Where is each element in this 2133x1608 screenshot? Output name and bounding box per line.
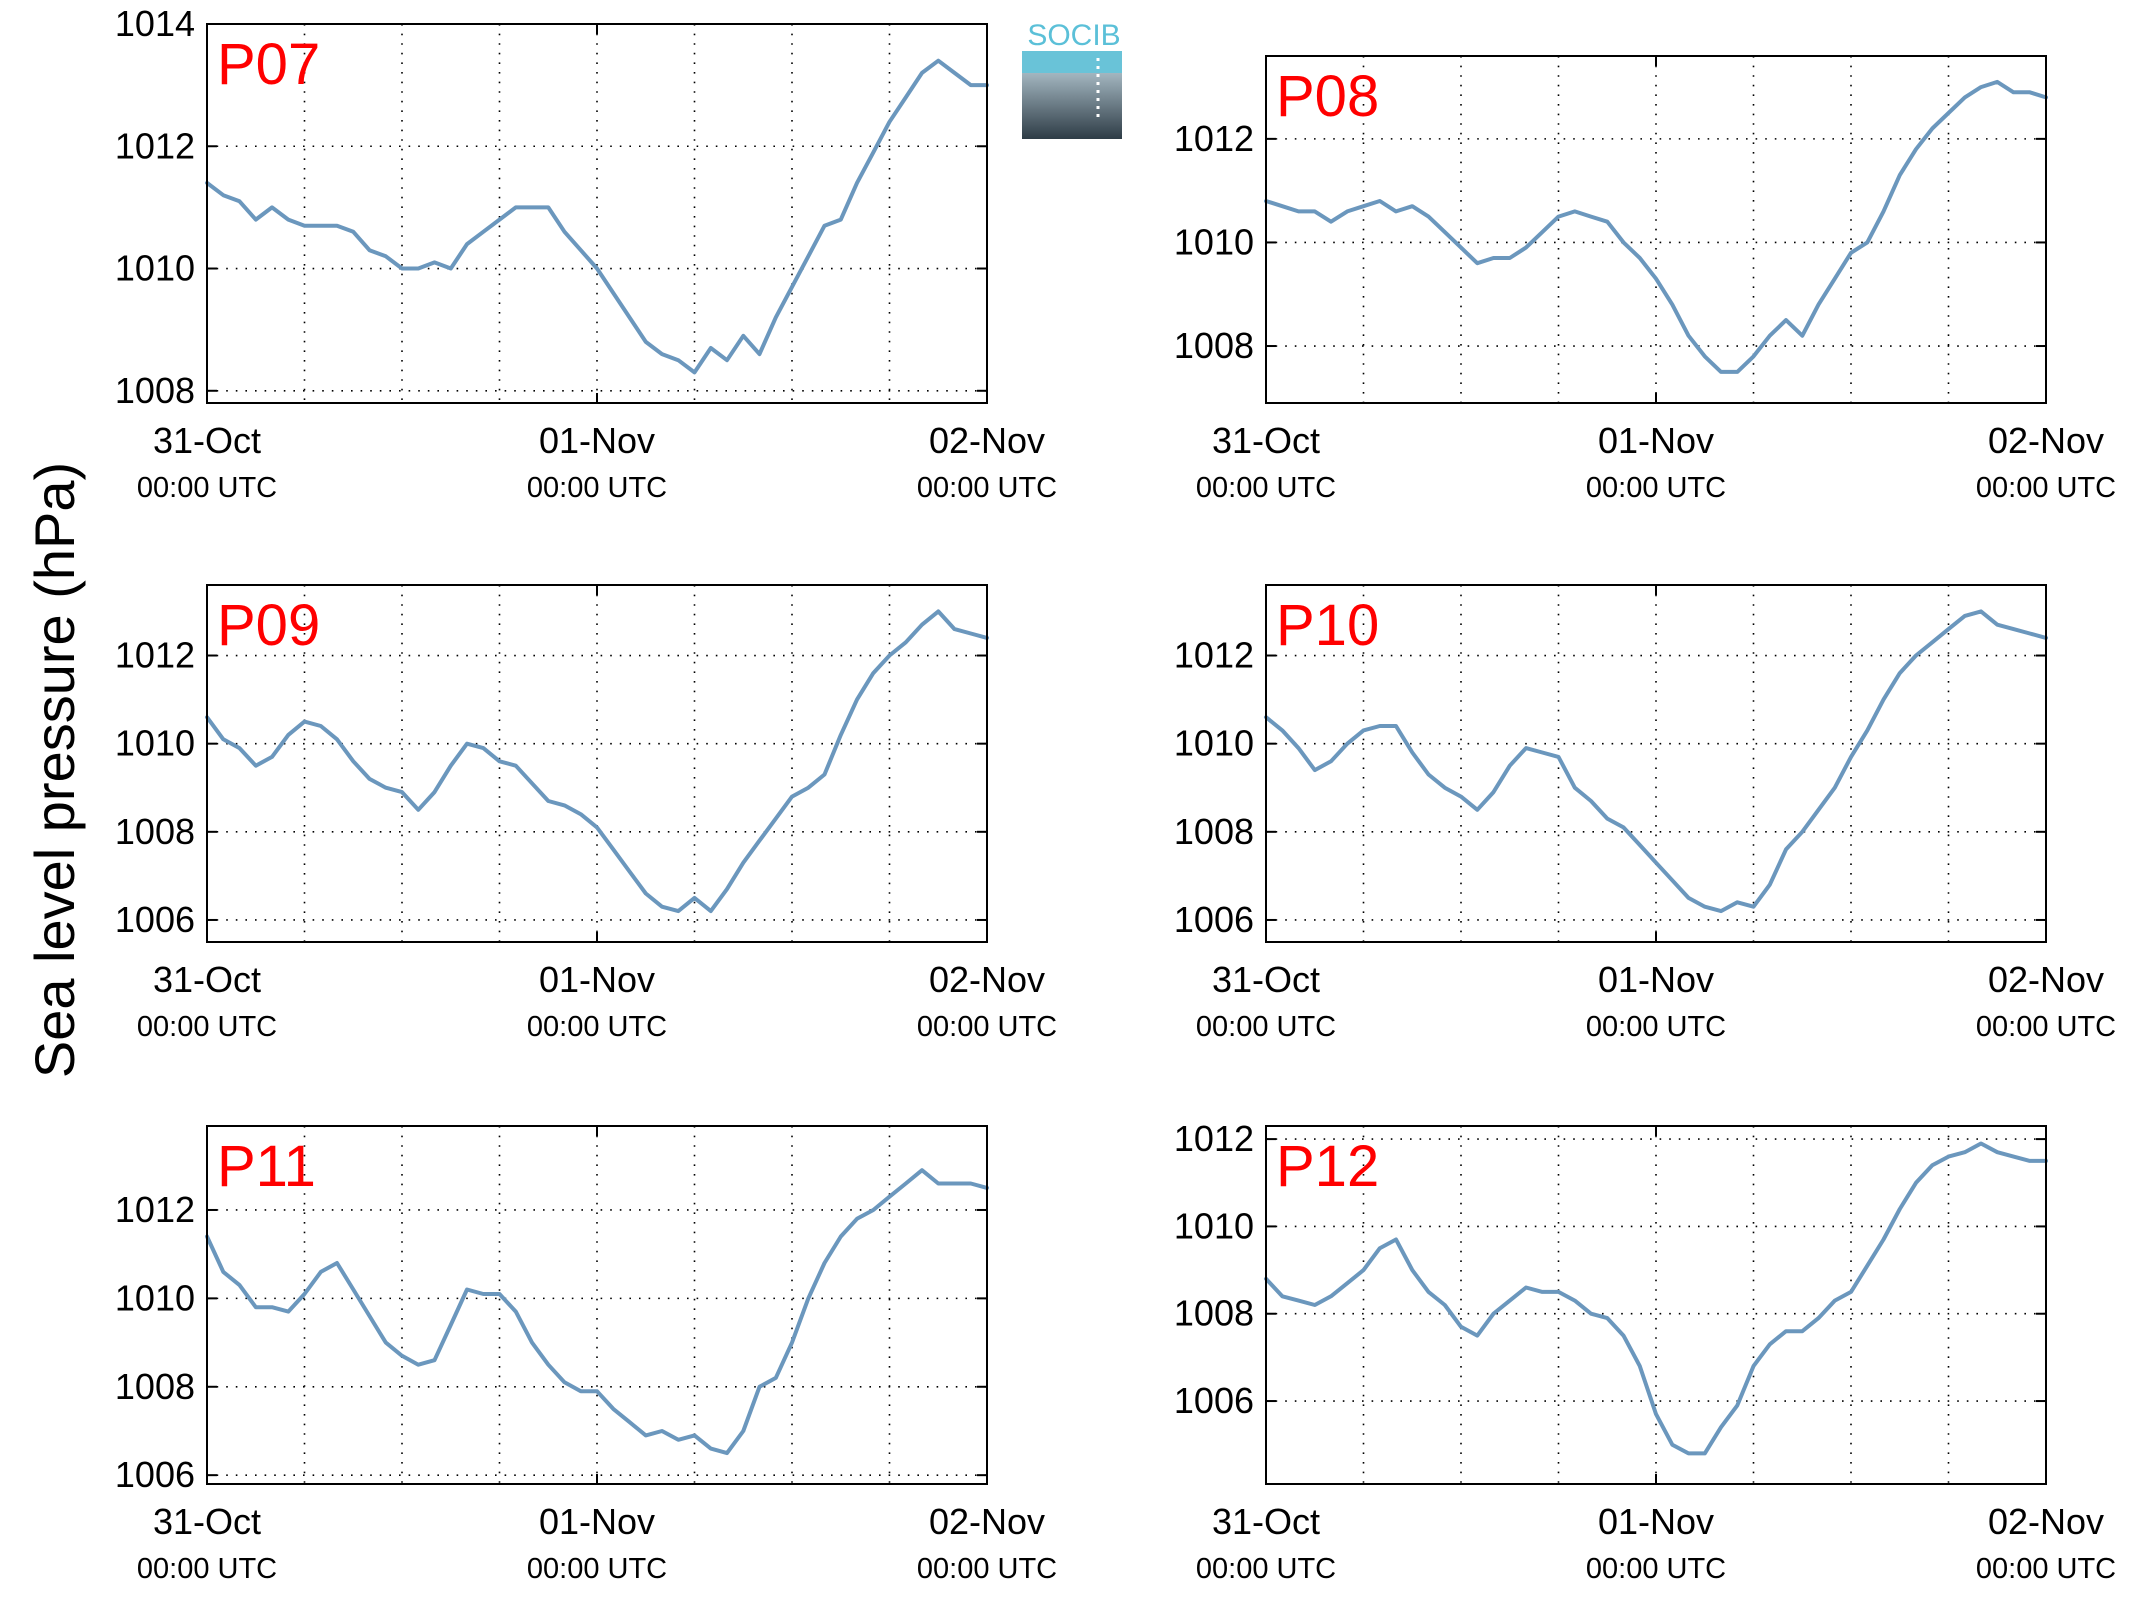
x-tick-time-label: 00:00 UTC: [1586, 1011, 1726, 1043]
y-tick-label: 1010: [115, 723, 195, 764]
panel-p10: 1006 1008 1010 1012 31-Oct 00:00 UTC 01-Nov 00:…: [1174, 584, 2116, 1043]
y-tick-label: 1012: [115, 1189, 195, 1230]
x-tick-time-label: 00:00 UTC: [1196, 472, 1336, 504]
y-tick-label: 1008: [115, 370, 195, 411]
panel-label: P08: [1276, 64, 1379, 129]
y-tick-label: 1008: [1174, 811, 1254, 852]
x-tick-date-label: 01-Nov: [1598, 420, 1714, 461]
socib-logo: SOCIB: [1022, 19, 1122, 139]
x-tick-time-label: 00:00 UTC: [1196, 1553, 1336, 1585]
panel-label: P07: [217, 32, 320, 97]
series-line: [205, 58, 989, 375]
panel-p08: 1008 1010 1012 31-Oct 00:00 UTC 01-Nov 00:00 U…: [1174, 55, 2116, 504]
x-tick-date-label: 01-Nov: [539, 1501, 655, 1542]
axes-frame: [1265, 584, 2047, 943]
x-tick-date-label: 31-Oct: [1212, 959, 1320, 1000]
y-tick-label: 1010: [115, 1277, 195, 1318]
x-tick-date-label: 02-Nov: [929, 959, 1045, 1000]
x-tick-time-label: 00:00 UTC: [527, 1553, 667, 1585]
x-tick-date-label: 31-Oct: [153, 420, 261, 461]
x-tick-time-label: 00:00 UTC: [1976, 1553, 2116, 1585]
panel-p12: 1006 1008 1010 1012 31-Oct 00:00 UTC 01-Nov 00:…: [1174, 1118, 2116, 1585]
y-tick-label: 1010: [1174, 221, 1254, 262]
x-tick-time-label: 00:00 UTC: [1586, 1553, 1726, 1585]
y-tick-label: 1010: [115, 248, 195, 289]
y-tick-label: 1008: [115, 1366, 195, 1407]
axes-frame: [206, 584, 988, 943]
x-tick-date-label: 02-Nov: [1988, 1501, 2104, 1542]
x-tick-date-label: 02-Nov: [929, 420, 1045, 461]
y-tick-label: 1010: [1174, 1205, 1254, 1246]
panel-label: P10: [1276, 593, 1379, 658]
panel-p07: 1008 1010 1012 1014 31-Oct 00:00 UTC 01-Nov 00:…: [115, 3, 1057, 504]
y-tick-label: 1006: [1174, 899, 1254, 940]
series-line: [1264, 609, 2048, 914]
x-tick-time-label: 00:00 UTC: [1196, 1011, 1336, 1043]
x-tick-date-label: 31-Oct: [153, 1501, 261, 1542]
panel-label: P09: [217, 593, 320, 658]
x-tick-date-label: 31-Oct: [1212, 1501, 1320, 1542]
x-tick-date-label: 31-Oct: [153, 959, 261, 1000]
x-tick-date-label: 02-Nov: [929, 1501, 1045, 1542]
y-tick-label: 1006: [115, 899, 195, 940]
panels: 1008 1010 1012 1014 31-Oct 00:00 UTC 01-Nov 00:…: [115, 3, 2116, 1585]
panel-p09: 1006 1008 1010 1012 31-Oct 00:00 UTC 01-Nov 00:…: [115, 584, 1057, 1043]
x-tick-time-label: 00:00 UTC: [527, 1011, 667, 1043]
x-tick-date-label: 01-Nov: [539, 420, 655, 461]
panel-p11: 1006 1008 1010 1012 31-Oct 00:00 UTC 01-Nov 00:…: [115, 1125, 1057, 1585]
axes-frame: [206, 23, 988, 404]
y-tick-label: 1012: [1174, 635, 1254, 676]
y-tick-label: 1008: [1174, 1293, 1254, 1334]
x-tick-date-label: 01-Nov: [1598, 959, 1714, 1000]
x-tick-date-label: 02-Nov: [1988, 420, 2104, 461]
x-tick-time-label: 00:00 UTC: [917, 1011, 1057, 1043]
y-tick-label: 1012: [1174, 1118, 1254, 1159]
series-line: [205, 609, 989, 914]
x-tick-date-label: 01-Nov: [1598, 1501, 1714, 1542]
y-tick-label: 1006: [115, 1454, 195, 1495]
x-tick-time-label: 00:00 UTC: [137, 472, 277, 504]
x-tick-time-label: 00:00 UTC: [137, 1553, 277, 1585]
y-tick-label: 1008: [115, 811, 195, 852]
x-tick-time-label: 00:00 UTC: [527, 472, 667, 504]
x-tick-date-label: 31-Oct: [1212, 420, 1320, 461]
x-tick-time-label: 00:00 UTC: [1586, 472, 1726, 504]
panel-label: P11: [217, 1134, 316, 1199]
y-tick-label: 1012: [115, 635, 195, 676]
x-tick-time-label: 00:00 UTC: [1976, 472, 2116, 504]
x-tick-time-label: 00:00 UTC: [1976, 1011, 2116, 1043]
x-tick-time-label: 00:00 UTC: [917, 472, 1057, 504]
y-tick-label: 1010: [1174, 723, 1254, 764]
panel-label: P12: [1276, 1134, 1379, 1199]
series-line: [1264, 79, 2048, 374]
x-tick-time-label: 00:00 UTC: [137, 1011, 277, 1043]
series-line: [205, 1168, 989, 1456]
logo-text: SOCIB: [1027, 19, 1120, 52]
y-tick-label: 1008: [1174, 325, 1254, 366]
axes-frame: [206, 1125, 988, 1485]
x-tick-date-label: 02-Nov: [1988, 959, 2104, 1000]
y-tick-label: 1012: [1174, 118, 1254, 159]
y-tick-label: 1014: [115, 3, 195, 44]
y-tick-label: 1006: [1174, 1380, 1254, 1421]
y-axis-label: Sea level pressure (hPa): [23, 462, 86, 1078]
y-tick-label: 1012: [115, 125, 195, 166]
x-tick-date-label: 01-Nov: [539, 959, 655, 1000]
series-line: [1264, 1141, 2048, 1456]
x-tick-time-label: 00:00 UTC: [917, 1553, 1057, 1585]
axes-frame: [1265, 1125, 2047, 1485]
